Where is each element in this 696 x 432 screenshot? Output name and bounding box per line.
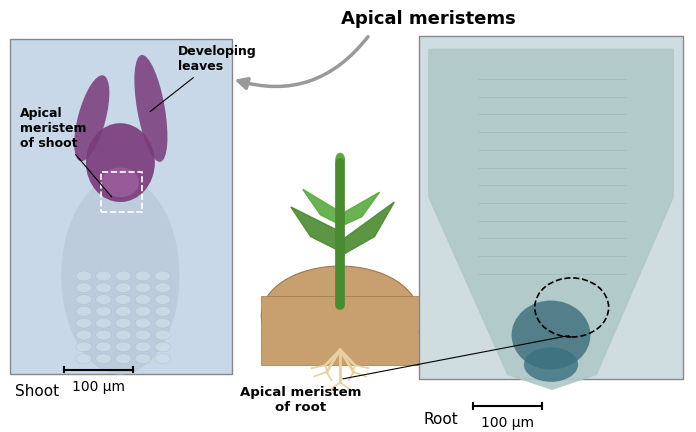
Ellipse shape: [76, 283, 92, 292]
Ellipse shape: [116, 295, 132, 305]
Ellipse shape: [155, 354, 171, 364]
Ellipse shape: [524, 347, 578, 382]
Ellipse shape: [261, 266, 419, 365]
Ellipse shape: [155, 283, 171, 292]
Ellipse shape: [135, 330, 151, 340]
Ellipse shape: [116, 271, 132, 281]
FancyBboxPatch shape: [10, 39, 232, 375]
Ellipse shape: [61, 178, 180, 375]
Ellipse shape: [96, 306, 111, 316]
Text: Root: Root: [424, 412, 459, 427]
Text: 100 μm: 100 μm: [481, 416, 534, 430]
Polygon shape: [429, 49, 673, 389]
Ellipse shape: [155, 306, 171, 316]
Ellipse shape: [135, 318, 151, 328]
Ellipse shape: [135, 354, 151, 364]
Polygon shape: [291, 207, 340, 251]
Ellipse shape: [135, 283, 151, 292]
Ellipse shape: [135, 306, 151, 316]
Text: Apical
meristem
of shoot: Apical meristem of shoot: [20, 107, 111, 197]
Text: Developing
leaves: Developing leaves: [150, 45, 256, 111]
FancyBboxPatch shape: [261, 295, 419, 365]
Ellipse shape: [116, 330, 132, 340]
Ellipse shape: [86, 123, 155, 202]
Ellipse shape: [76, 295, 92, 305]
Text: Apical meristems: Apical meristems: [342, 10, 516, 28]
Ellipse shape: [96, 271, 111, 281]
Ellipse shape: [74, 75, 109, 161]
Ellipse shape: [135, 271, 151, 281]
Ellipse shape: [335, 153, 345, 166]
Ellipse shape: [76, 342, 92, 352]
Ellipse shape: [76, 330, 92, 340]
Ellipse shape: [155, 342, 171, 352]
Ellipse shape: [116, 318, 132, 328]
FancyBboxPatch shape: [419, 36, 683, 379]
Ellipse shape: [155, 271, 171, 281]
Ellipse shape: [116, 342, 132, 352]
Ellipse shape: [96, 354, 111, 364]
FancyArrowPatch shape: [238, 37, 368, 88]
Ellipse shape: [116, 306, 132, 316]
Ellipse shape: [76, 271, 92, 281]
Ellipse shape: [155, 318, 171, 328]
Ellipse shape: [116, 283, 132, 292]
Ellipse shape: [155, 295, 171, 305]
Ellipse shape: [135, 295, 151, 305]
Ellipse shape: [96, 283, 111, 292]
Polygon shape: [303, 189, 340, 225]
Ellipse shape: [116, 354, 132, 364]
Ellipse shape: [96, 342, 111, 352]
Ellipse shape: [96, 318, 111, 328]
FancyArrowPatch shape: [420, 256, 491, 332]
Ellipse shape: [76, 306, 92, 316]
Ellipse shape: [135, 342, 151, 352]
Text: Apical meristem
of root: Apical meristem of root: [240, 386, 361, 414]
Ellipse shape: [96, 295, 111, 305]
Ellipse shape: [512, 301, 590, 369]
Text: Shoot: Shoot: [15, 384, 59, 399]
Ellipse shape: [155, 330, 171, 340]
Ellipse shape: [102, 168, 139, 197]
Ellipse shape: [76, 318, 92, 328]
Ellipse shape: [134, 55, 168, 162]
Ellipse shape: [96, 330, 111, 340]
Text: 100 μm: 100 μm: [72, 380, 125, 394]
Polygon shape: [340, 202, 395, 256]
Ellipse shape: [76, 354, 92, 364]
Polygon shape: [340, 192, 379, 227]
